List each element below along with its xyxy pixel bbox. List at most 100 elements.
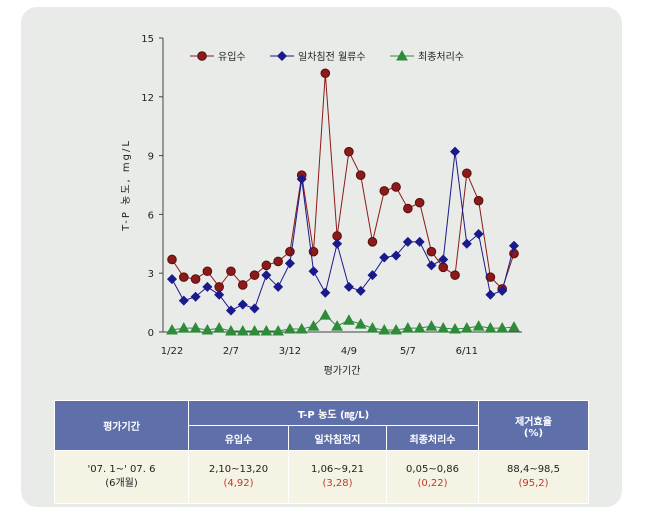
data-point bbox=[355, 170, 366, 180]
influent-range: 2,10~13,20 bbox=[208, 464, 269, 475]
data-point bbox=[367, 237, 378, 247]
data-point bbox=[248, 324, 261, 336]
data-point bbox=[367, 270, 378, 281]
data-point bbox=[426, 260, 437, 271]
data-point bbox=[249, 303, 260, 314]
data-point bbox=[473, 195, 484, 206]
data-point bbox=[331, 320, 343, 331]
data-point bbox=[296, 174, 307, 185]
data-point bbox=[308, 266, 319, 277]
legend-label: 일차침전 월류수 bbox=[298, 51, 366, 63]
data-point bbox=[403, 203, 413, 214]
series-layer bbox=[166, 68, 520, 336]
data-point bbox=[237, 280, 248, 290]
data-point bbox=[355, 285, 366, 296]
header-period: 평가기간 bbox=[54, 400, 189, 451]
x-tick-label: 2/7 bbox=[223, 346, 239, 357]
legend-label: 최종처리수 bbox=[418, 51, 464, 63]
data-point bbox=[166, 324, 178, 335]
data-point bbox=[413, 322, 426, 333]
data-point bbox=[450, 270, 460, 280]
header-final: 최종처리수 bbox=[385, 425, 480, 451]
x-tick-label: 6/11 bbox=[456, 346, 478, 357]
data-point bbox=[236, 324, 249, 336]
data-point bbox=[225, 305, 236, 316]
data-point bbox=[319, 309, 332, 320]
y-tick-label: 6 bbox=[148, 210, 154, 221]
cell-period: '07. 1~' 07. 6 (6개월) bbox=[54, 450, 189, 504]
y-tick-label: 3 bbox=[148, 269, 154, 280]
x-tick-label: 3/12 bbox=[279, 346, 301, 357]
tp-concentration-chart: 0 3 6 9 12 15 1/22 2/7 3/12 4/9 5/7 6/11 유입수 일차침전 월… bbox=[120, 34, 522, 377]
header-influent: 유입수 bbox=[188, 425, 289, 451]
data-point bbox=[344, 146, 354, 157]
cell-primary: 1,06~9,21 (3,28) bbox=[288, 450, 387, 504]
data-point bbox=[225, 324, 237, 336]
data-point bbox=[295, 323, 308, 334]
data-point bbox=[260, 324, 273, 336]
series-line bbox=[171, 73, 515, 290]
data-point bbox=[461, 238, 472, 249]
data-point bbox=[484, 322, 497, 333]
y-tick-label: 0 bbox=[148, 328, 154, 339]
data-point bbox=[462, 168, 472, 179]
data-point bbox=[320, 287, 331, 298]
header-tp-group: T-P 농도 (㎎/L) bbox=[187, 400, 480, 426]
data-point bbox=[202, 266, 213, 277]
data-point bbox=[497, 285, 508, 296]
data-point bbox=[485, 289, 496, 300]
y-tick-label: 15 bbox=[141, 34, 154, 45]
data-point bbox=[472, 320, 485, 331]
data-point bbox=[201, 324, 214, 335]
y-tick-label: 12 bbox=[141, 93, 154, 104]
data-point bbox=[379, 252, 390, 263]
data-point bbox=[343, 314, 355, 325]
data-point bbox=[343, 281, 354, 292]
cell-influent: 2,10~13,20 (4,92) bbox=[188, 450, 289, 504]
data-point bbox=[190, 291, 201, 302]
data-point bbox=[273, 281, 284, 292]
series-2 bbox=[166, 309, 520, 336]
data-point bbox=[485, 272, 496, 282]
legend-marker bbox=[197, 51, 207, 61]
data-point bbox=[366, 322, 379, 333]
series-1 bbox=[166, 146, 520, 316]
data-point bbox=[213, 322, 226, 333]
summary-table: 평가기간 T-P 농도 (㎎/L) 제거효율 (%) 유입수 일차침전지 최종처… bbox=[54, 400, 590, 504]
data-point bbox=[284, 323, 296, 334]
legend-marker bbox=[396, 49, 408, 61]
data-point bbox=[332, 238, 343, 249]
header-removal: 제거효율 (%) bbox=[478, 400, 590, 451]
data-point bbox=[508, 240, 520, 251]
data-point bbox=[178, 295, 189, 306]
cell-removal: 88,4~98,5 (95,2) bbox=[478, 450, 590, 504]
x-tick-label: 1/22 bbox=[161, 346, 183, 357]
data-point bbox=[285, 246, 295, 257]
table-row: '07. 1~' 07. 6 (6개월) 2,10~13,20 (4,92) 1… bbox=[54, 450, 590, 504]
primary-range: 1,06~9,21 bbox=[311, 464, 364, 475]
x-axis-ticks: 1/22 2/7 3/12 4/9 5/7 6/11 bbox=[161, 346, 478, 357]
x-axis-label: 평가기간 bbox=[324, 365, 361, 377]
data-point bbox=[167, 254, 177, 265]
data-point bbox=[460, 322, 473, 333]
chart-legend: 유입수 일차침전 월류수 최종처리수 bbox=[190, 49, 464, 63]
data-point bbox=[426, 246, 437, 257]
data-point bbox=[391, 250, 402, 261]
data-point bbox=[307, 320, 320, 331]
data-point bbox=[320, 68, 331, 79]
data-point bbox=[261, 270, 272, 281]
data-point bbox=[437, 322, 450, 333]
y-tick-label: 9 bbox=[148, 152, 154, 163]
data-point bbox=[273, 256, 283, 267]
series-line bbox=[171, 314, 515, 332]
cell-final: 0,05~0,86 (0,22) bbox=[385, 450, 480, 504]
x-tick-label: 5/7 bbox=[400, 346, 416, 357]
series-0 bbox=[167, 68, 519, 294]
data-point bbox=[450, 146, 461, 157]
data-point bbox=[449, 323, 461, 334]
y-axis-label: T-P 농도, mg/L bbox=[120, 139, 132, 232]
removal-range: 88,4~98,5 bbox=[507, 464, 560, 475]
final-avg: (0,22) bbox=[417, 478, 448, 489]
data-point bbox=[438, 254, 449, 265]
data-point bbox=[226, 266, 236, 277]
